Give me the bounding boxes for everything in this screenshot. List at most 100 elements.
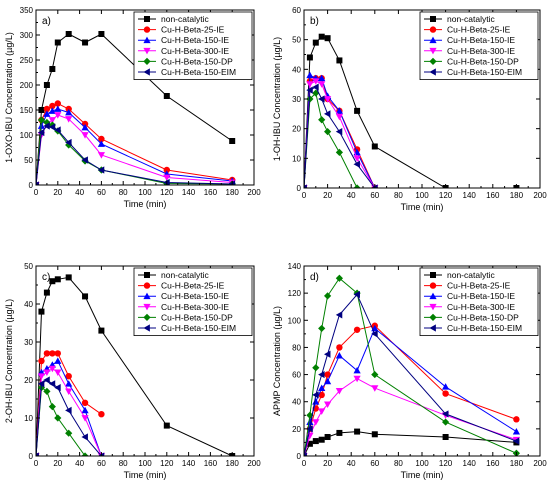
- data-point: [37, 128, 45, 137]
- x-tick-label: 20: [53, 188, 62, 197]
- data-point: [353, 366, 361, 374]
- legend-swatch-marker: [429, 26, 437, 33]
- data-point: [371, 431, 378, 438]
- data-point: [353, 290, 360, 299]
- series-2: [36, 357, 104, 456]
- data-point: [65, 138, 72, 147]
- y-tick-label: 200: [20, 81, 34, 90]
- x-tick-label: 80: [394, 191, 403, 200]
- series-4: [304, 274, 520, 456]
- data-point: [48, 107, 56, 114]
- data-point: [97, 152, 105, 159]
- y-tick-label: 20: [292, 125, 301, 134]
- data-point: [49, 350, 56, 357]
- x-tick-label: 100: [415, 459, 429, 468]
- series-1: [304, 322, 520, 456]
- data-point: [65, 373, 72, 380]
- data-point: [43, 369, 51, 376]
- legend-swatch-marker: [144, 272, 150, 278]
- data-point: [54, 384, 61, 392]
- data-point: [442, 410, 449, 418]
- data-point: [81, 406, 89, 414]
- legend-entry: Cu-H-Beta-150-EIM: [447, 67, 522, 77]
- plot-area: [304, 274, 520, 456]
- data-point: [306, 81, 314, 88]
- data-point: [318, 81, 326, 88]
- data-point: [335, 274, 343, 282]
- data-point: [353, 184, 361, 188]
- data-point: [98, 411, 105, 418]
- x-tick-label: 80: [119, 459, 128, 468]
- data-point: [318, 324, 326, 333]
- legend-swatch-marker: [143, 68, 150, 76]
- legend-swatch-marker: [143, 282, 151, 289]
- data-point: [65, 380, 73, 387]
- data-point: [304, 452, 307, 456]
- legend-entry: Cu-H-Beta-25-IE: [161, 25, 225, 35]
- data-point: [54, 100, 61, 107]
- y-tick-label: 0: [297, 452, 302, 461]
- y-tick-label: 40: [24, 300, 33, 309]
- legend-box: [133, 11, 253, 80]
- y-axis-title: APMP Concentration (µg/L): [272, 306, 282, 416]
- series-1: [36, 350, 105, 456]
- x-tick-label: 0: [302, 459, 307, 468]
- data-point: [324, 110, 331, 118]
- y-tick-label: 120: [288, 289, 302, 298]
- data-point: [48, 380, 56, 388]
- legend-entry: Cu-H-Beta-300-IE: [447, 302, 515, 312]
- legend-entry: non-catalytic: [161, 14, 209, 24]
- y-tick-label: 0: [297, 184, 302, 193]
- x-tick-label: 40: [347, 191, 356, 200]
- data-point: [442, 383, 450, 390]
- series-5: [36, 122, 236, 185]
- y-tick-label: 40: [292, 65, 301, 74]
- x-tick-label: 200: [533, 191, 547, 200]
- data-point: [318, 95, 325, 103]
- y-tick-label: 140: [288, 262, 302, 271]
- y-tick-label: 20: [292, 425, 301, 434]
- data-point: [81, 156, 88, 164]
- data-point: [442, 418, 450, 426]
- data-point: [38, 107, 45, 113]
- data-point: [312, 398, 320, 405]
- data-point: [512, 427, 520, 435]
- y-axis-title: 1-OH-IBU Concentration (µg/L): [272, 37, 282, 161]
- data-point: [163, 174, 171, 182]
- data-point: [306, 425, 313, 433]
- data-point: [43, 289, 50, 296]
- data-point: [43, 350, 51, 357]
- y-tick-label: 350: [20, 6, 34, 15]
- data-point: [324, 128, 332, 136]
- series-3: [36, 365, 105, 456]
- data-point: [312, 419, 320, 426]
- data-point: [318, 74, 326, 82]
- data-point: [43, 110, 51, 117]
- data-point: [318, 116, 326, 124]
- plot-area: [304, 33, 520, 188]
- series-line: [304, 293, 517, 456]
- x-tick-label: 120: [160, 188, 174, 197]
- data-point: [54, 39, 61, 46]
- legend-box: [133, 267, 253, 336]
- series-5: [304, 290, 520, 456]
- legend-entry: Cu-H-Beta-25-IE: [447, 25, 511, 35]
- panel-letter: c): [42, 272, 50, 283]
- legend-entry: non-catalytic: [447, 14, 495, 24]
- legend-entry: Cu-H-Beta-150-DP: [161, 56, 233, 66]
- data-point: [54, 112, 62, 119]
- legend-entry: Cu-H-Beta-150-EIM: [161, 67, 236, 77]
- x-tick-label: 120: [439, 459, 453, 468]
- panel-letter: d): [310, 272, 319, 283]
- data-point: [354, 428, 361, 435]
- x-tick-label: 120: [439, 191, 453, 200]
- x-axis-title: Time (min): [124, 199, 167, 209]
- data-point: [65, 31, 72, 37]
- y-tick-label: 250: [20, 56, 34, 65]
- legend-entry: non-catalytic: [161, 270, 209, 280]
- data-point: [312, 89, 320, 97]
- data-point: [65, 274, 72, 281]
- data-point: [336, 344, 343, 351]
- y-tick-label: 80: [292, 343, 301, 352]
